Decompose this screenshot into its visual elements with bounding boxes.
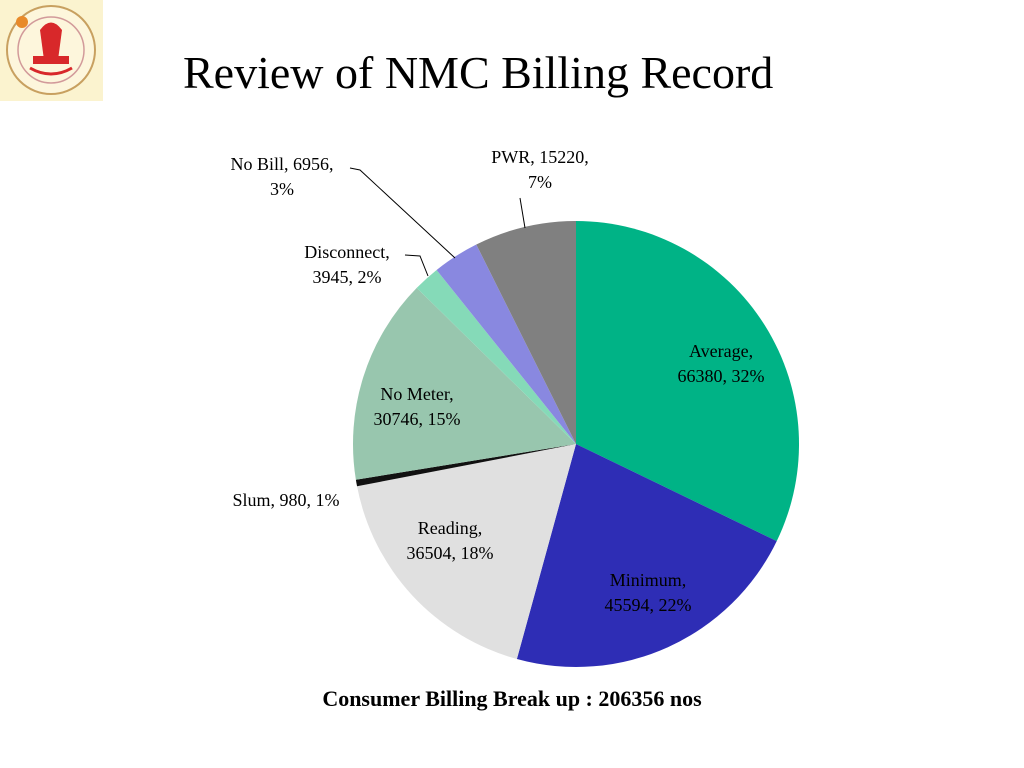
data-label-pwr: PWR, 15220, 7% <box>491 147 589 192</box>
data-label-slum: Slum, 980, 1% <box>232 490 339 510</box>
data-label-average: Average, 66380, 32% <box>678 341 765 386</box>
data-label-no-meter: No Meter, 30746, 15% <box>374 384 461 429</box>
slice-average <box>576 221 800 542</box>
data-label-disconnect: Disconnect, 3945, 2% <box>304 242 389 287</box>
data-label-no-bill: No Bill, 6956, 3% <box>230 154 333 199</box>
slice-minimum <box>516 444 777 668</box>
data-label-reading: Reading, 36504, 18% <box>407 518 494 563</box>
chart-caption: Consumer Billing Break up : 206356 nos <box>322 686 702 711</box>
slice-disconnect <box>416 269 576 444</box>
leader-line-pwr <box>519 197 526 229</box>
slice-slum <box>355 444 576 487</box>
slide-title: Review of NMC Billing Record <box>183 47 774 98</box>
slice-no-bill <box>436 244 576 444</box>
leader-line-disconnect <box>404 254 429 277</box>
slice-no-meter <box>352 287 576 480</box>
leader-line-no-bill <box>349 167 456 259</box>
slice-reading <box>357 444 576 660</box>
slice-pwr <box>476 221 576 444</box>
organization-logo <box>0 0 103 101</box>
data-label-minimum: Minimum, 45594, 22% <box>605 570 692 615</box>
